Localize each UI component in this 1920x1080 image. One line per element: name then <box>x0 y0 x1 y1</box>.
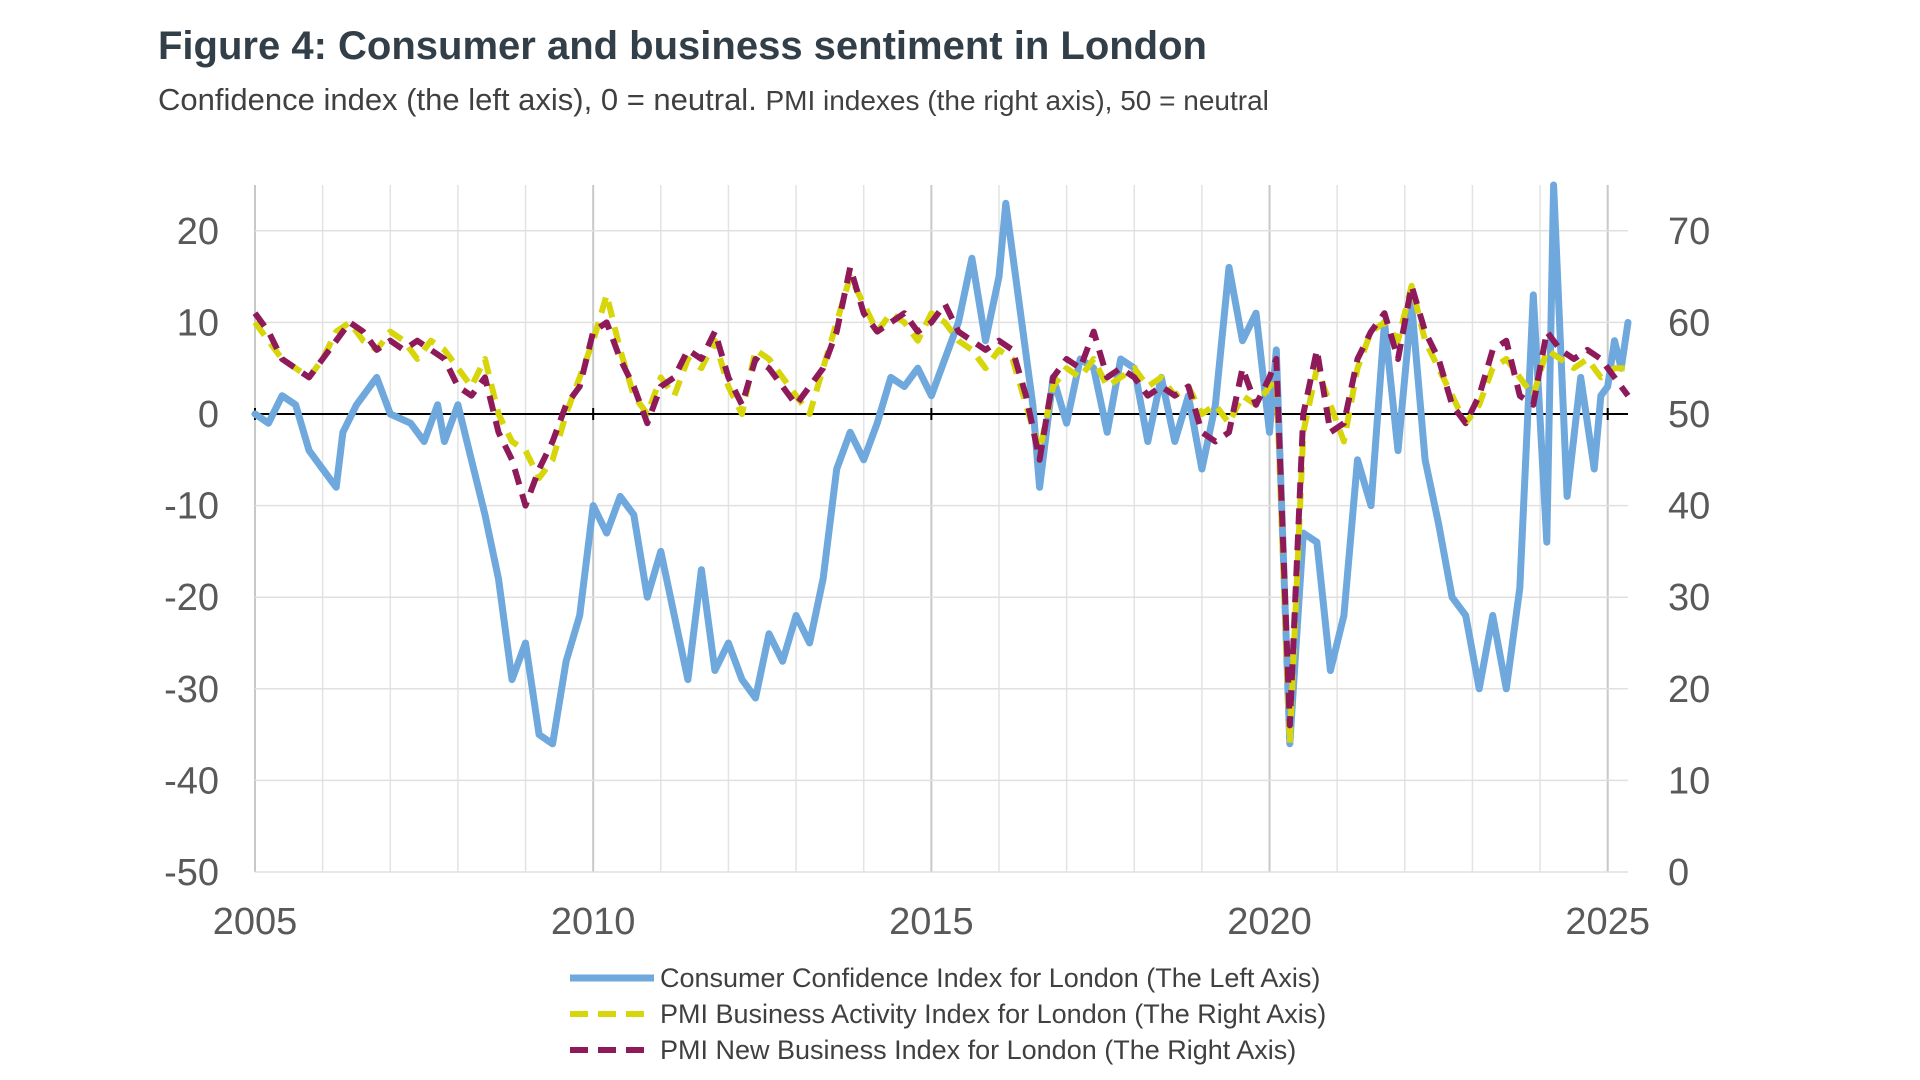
y-left-tick-label: -40 <box>164 760 219 802</box>
y-left-tick-label: 0 <box>198 394 219 436</box>
subtitle-left-axis: Confidence index (the left axis), 0 = ne… <box>158 82 757 117</box>
legend-item-new-business: PMI New Business Index for London (The R… <box>570 1032 1326 1068</box>
y-left-tick-label: 10 <box>177 302 219 344</box>
legend-swatch-activity <box>570 1011 654 1017</box>
y-left-tick-label: -30 <box>164 669 219 711</box>
y-right-tick-label: 30 <box>1668 577 1710 619</box>
pmi-new-business-line <box>252 264 1631 729</box>
y-left-tick-label: -20 <box>164 577 219 619</box>
y-right-tick-label: 70 <box>1668 211 1710 253</box>
legend-item-consumer: Consumer Confidence Index for London (Th… <box>570 960 1326 996</box>
grid <box>254 185 1628 873</box>
pmi-business-activity-line <box>252 273 1628 747</box>
y-right-tick-label: 20 <box>1668 669 1710 711</box>
legend-label-activity: PMI Business Activity Index for London (… <box>660 998 1327 1029</box>
legend-swatch-new-business <box>570 1047 654 1053</box>
consumer-confidence-line <box>251 181 1632 748</box>
chart-subtitle: Confidence index (the left axis), 0 = ne… <box>158 82 1269 118</box>
y-right-tick-label: 10 <box>1668 760 1710 802</box>
y-right-tick-label: 40 <box>1668 486 1710 528</box>
legend-label-new-business: PMI New Business Index for London (The R… <box>660 1034 1297 1065</box>
x-tick-label: 2015 <box>889 901 974 943</box>
legend-label-consumer: Consumer Confidence Index for London (Th… <box>660 962 1321 993</box>
y-right-tick-label: 0 <box>1668 852 1689 894</box>
y-left-tick-label: -50 <box>164 852 219 894</box>
x-tick-label: 2005 <box>213 901 298 943</box>
x-tick-label: 2010 <box>551 901 636 943</box>
y-right-tick-label: 50 <box>1668 394 1710 436</box>
series-lines <box>251 181 1632 748</box>
x-tick-label: 2020 <box>1227 901 1312 943</box>
y-left-tick-label: -10 <box>164 486 219 528</box>
legend: Consumer Confidence Index for London (Th… <box>570 960 1326 1068</box>
y-right-tick-label: 60 <box>1668 302 1710 344</box>
y-left-tick-label: 20 <box>177 211 219 253</box>
subtitle-right-axis: PMI indexes (the right axis), 50 = neutr… <box>765 85 1269 116</box>
chart-title: Figure 4: Consumer and business sentimen… <box>158 24 1207 68</box>
legend-item-activity: PMI Business Activity Index for London (… <box>570 996 1326 1032</box>
x-tick-label: 2025 <box>1565 901 1650 943</box>
legend-swatch-consumer <box>570 974 654 982</box>
